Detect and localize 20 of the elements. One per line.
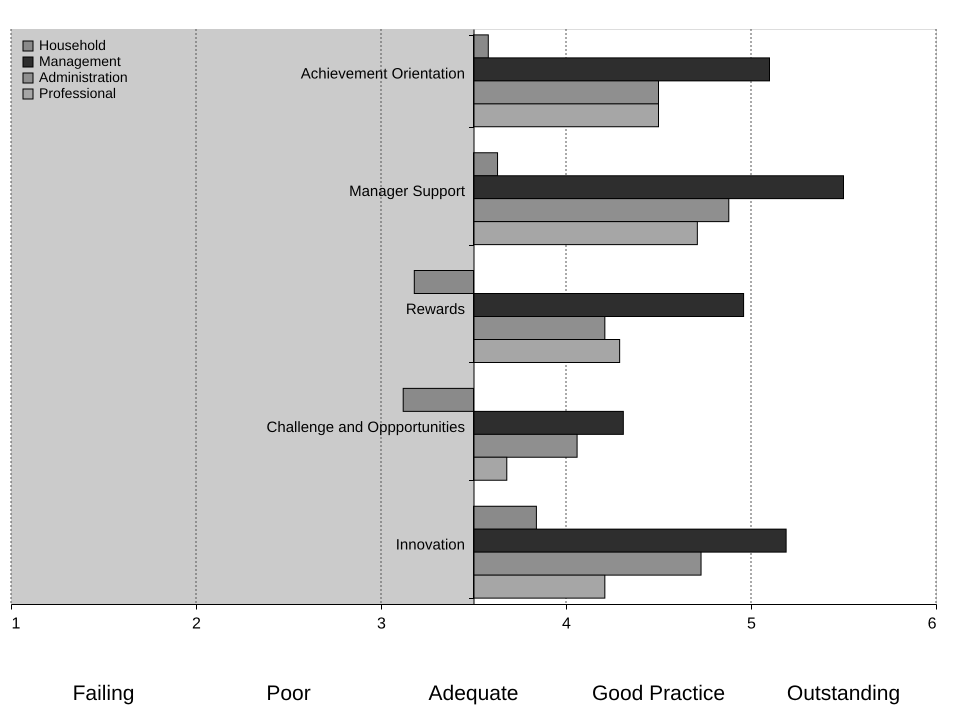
text: Good Practice bbox=[592, 682, 726, 705]
x-tick-label: 3 bbox=[377, 616, 386, 632]
legend-label: Management bbox=[39, 53, 121, 69]
x-tick-label: 4 bbox=[562, 616, 572, 632]
text: Adequate bbox=[428, 682, 518, 705]
y-tick-label: Challenge and Oppportunities bbox=[266, 418, 465, 436]
x-tick-label: 2 bbox=[192, 616, 202, 632]
text: Poor bbox=[266, 682, 311, 705]
text: Failing bbox=[72, 682, 134, 705]
y-tick-label: Achievement Orientation bbox=[300, 65, 465, 82]
x-tick-label: 1 bbox=[12, 616, 20, 632]
legend-label: Professional bbox=[39, 85, 116, 101]
text: Outstanding bbox=[786, 682, 900, 705]
y-tick-label: Innovation bbox=[396, 536, 465, 554]
legend-label: Administration bbox=[39, 69, 128, 85]
x-tick-label: 5 bbox=[747, 616, 756, 632]
y-tick-label: Manager Support bbox=[349, 183, 466, 200]
legend-label: Household bbox=[39, 37, 106, 53]
x-tick-label: 6 bbox=[928, 616, 937, 632]
y-tick-label: Rewards bbox=[406, 301, 465, 318]
